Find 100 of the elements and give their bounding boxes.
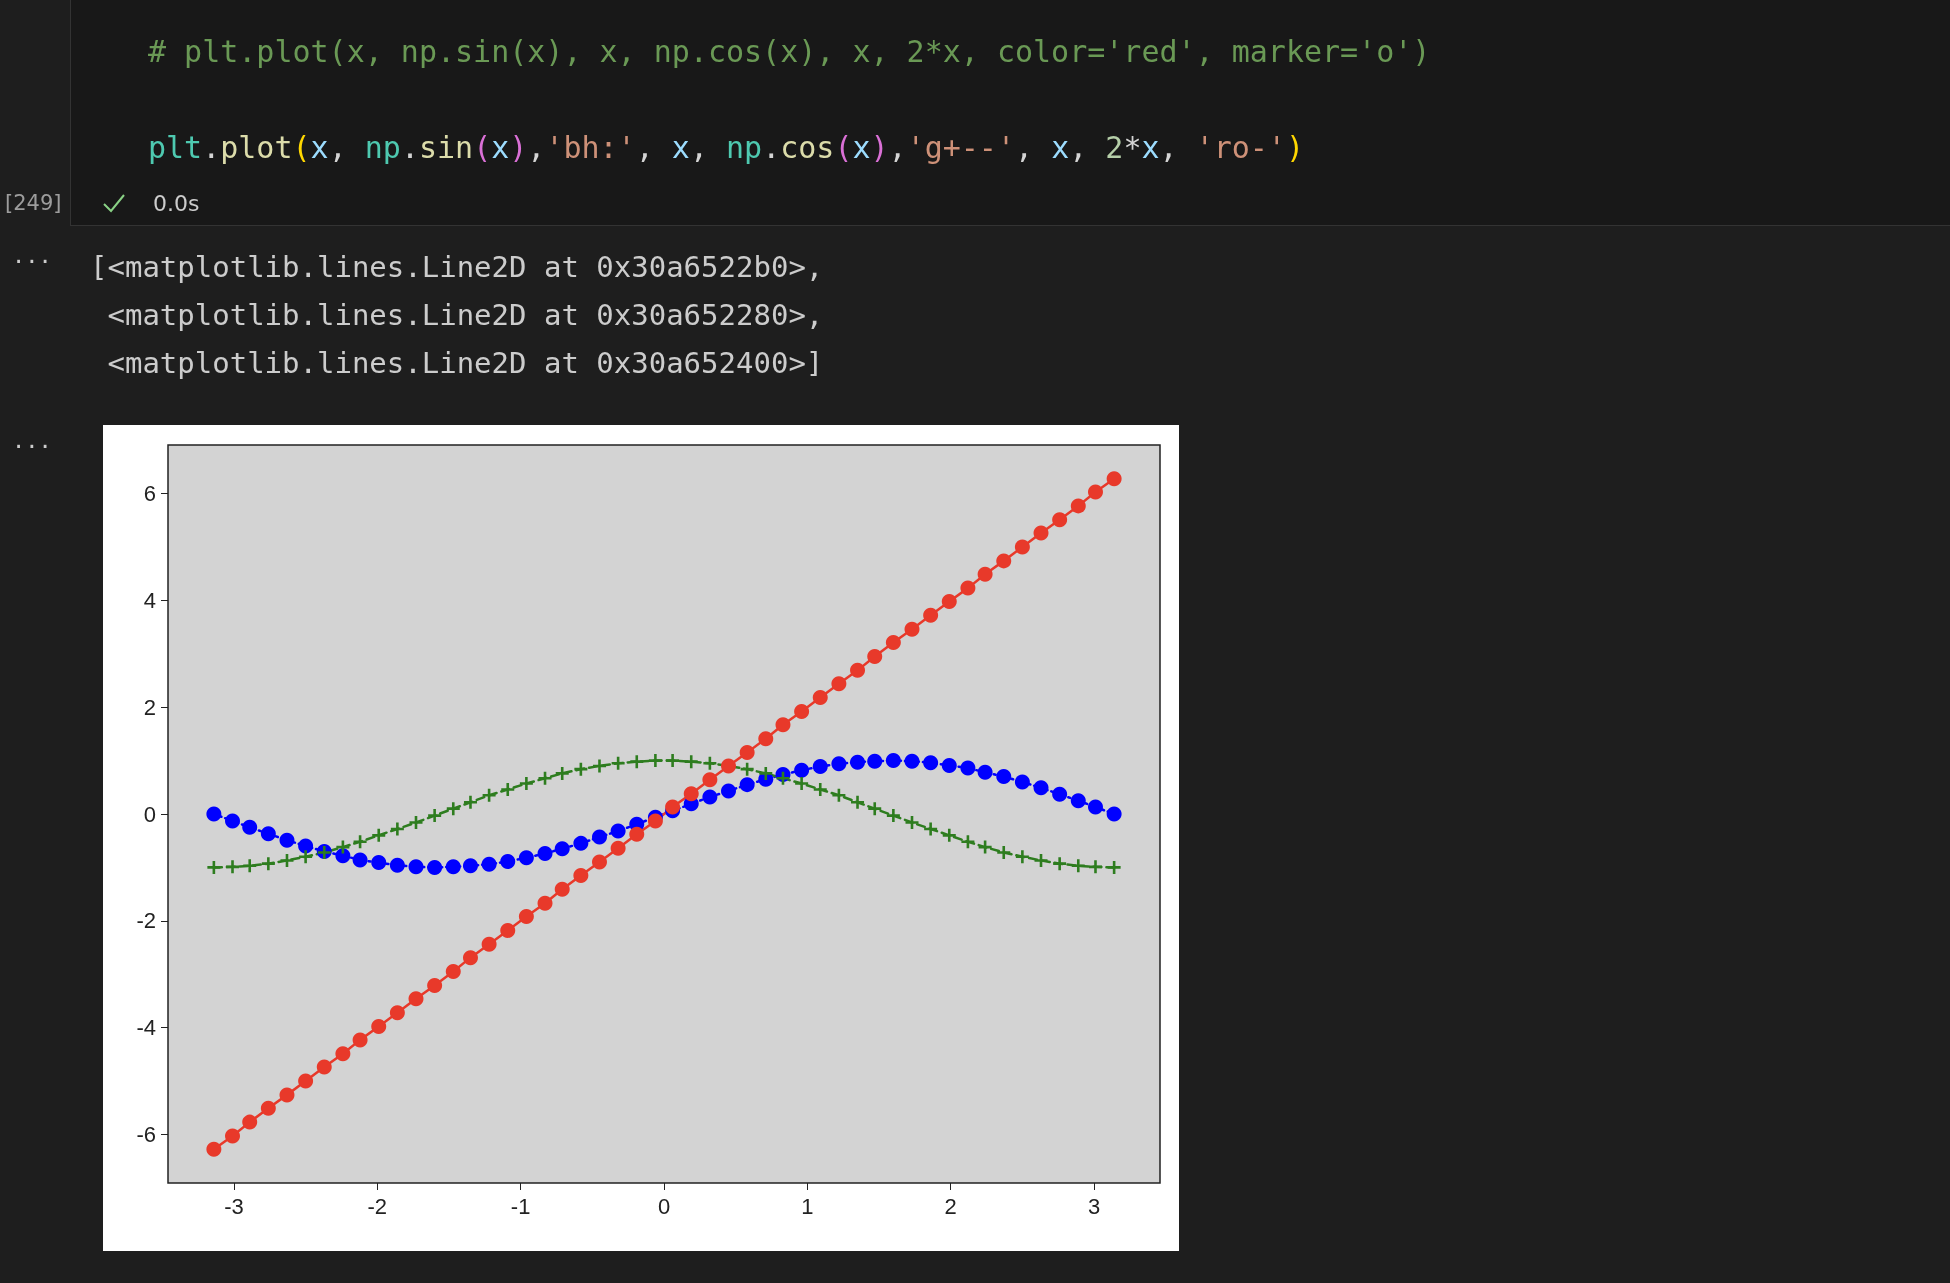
point xyxy=(225,813,241,829)
point xyxy=(1033,780,1049,796)
point xyxy=(942,828,956,842)
point xyxy=(997,845,1011,859)
x-tick-label: 2 xyxy=(944,1193,957,1219)
point xyxy=(462,950,478,966)
point xyxy=(905,816,919,830)
point xyxy=(518,909,534,925)
point xyxy=(850,754,866,770)
y-tick-label: -6 xyxy=(136,1121,156,1147)
point xyxy=(519,777,533,791)
point xyxy=(592,759,606,773)
point xyxy=(1088,484,1103,500)
text: plt.plot(x, np.sin(x),'bh:', x, np.cos(x),'g+--', x, 2*x, 'ro-') xyxy=(148,130,1304,165)
point xyxy=(1052,512,1068,528)
text: ... xyxy=(12,243,52,268)
point xyxy=(648,754,662,768)
point xyxy=(298,838,314,854)
point xyxy=(885,753,901,769)
point xyxy=(924,822,938,836)
point xyxy=(409,816,423,830)
point xyxy=(831,676,847,692)
point xyxy=(500,854,516,870)
point xyxy=(481,936,497,952)
point xyxy=(389,857,405,873)
point xyxy=(647,813,663,829)
point xyxy=(280,853,294,867)
y-tick-label: 0 xyxy=(143,801,156,827)
point xyxy=(1034,853,1048,867)
point xyxy=(463,795,477,809)
point xyxy=(554,881,570,897)
point xyxy=(831,756,847,772)
point xyxy=(206,806,222,822)
text: 0.0s xyxy=(153,191,200,216)
point xyxy=(518,850,534,866)
x-tick-label: 3 xyxy=(1087,1193,1101,1219)
point xyxy=(867,648,883,664)
point xyxy=(721,783,737,799)
point xyxy=(242,1114,258,1130)
y-tick-label: 2 xyxy=(143,694,156,720)
point xyxy=(611,756,625,770)
point xyxy=(851,795,865,809)
point xyxy=(298,1073,314,1089)
point xyxy=(260,826,276,842)
y-tick-label: -4 xyxy=(136,1015,156,1041)
point xyxy=(427,977,443,993)
point xyxy=(573,867,589,883)
point xyxy=(1106,806,1122,822)
point xyxy=(775,717,791,733)
point xyxy=(923,607,939,623)
point xyxy=(482,788,496,802)
point xyxy=(592,854,607,870)
point xyxy=(996,769,1012,785)
point xyxy=(630,755,644,769)
point xyxy=(335,848,351,864)
point xyxy=(462,858,478,874)
point xyxy=(960,580,976,596)
x-tick-label: 0 xyxy=(657,1193,671,1219)
point xyxy=(702,789,718,805)
point xyxy=(868,802,882,816)
point xyxy=(279,832,295,848)
point xyxy=(500,922,516,938)
point xyxy=(335,1046,351,1062)
point xyxy=(243,859,257,873)
point xyxy=(573,835,589,851)
point xyxy=(371,1019,387,1035)
point xyxy=(206,1141,222,1157)
point xyxy=(538,771,552,785)
point xyxy=(886,809,900,823)
point xyxy=(537,895,553,911)
point xyxy=(260,1100,276,1116)
point xyxy=(592,829,607,845)
point xyxy=(352,852,368,868)
point xyxy=(1014,774,1030,790)
point xyxy=(353,835,367,849)
point xyxy=(279,1087,295,1103)
x-tick-label: -2 xyxy=(367,1193,388,1219)
point xyxy=(977,566,993,582)
point xyxy=(1107,860,1121,874)
point xyxy=(794,703,810,719)
point xyxy=(776,771,790,785)
point xyxy=(428,809,442,823)
point xyxy=(261,857,275,871)
x-tick-label: -3 xyxy=(224,1193,244,1219)
point xyxy=(299,850,313,864)
point xyxy=(1088,799,1103,815)
point xyxy=(610,823,626,839)
point xyxy=(812,690,828,706)
point xyxy=(445,859,461,875)
point xyxy=(225,1128,241,1144)
point xyxy=(1053,857,1067,871)
point xyxy=(554,841,570,857)
point xyxy=(1033,525,1049,541)
point xyxy=(372,828,386,842)
x-tick-label: 1 xyxy=(801,1193,814,1219)
point xyxy=(850,662,866,678)
point xyxy=(885,635,901,651)
y-tick-label: -2 xyxy=(136,908,156,934)
point xyxy=(1070,498,1086,514)
point xyxy=(684,755,698,769)
